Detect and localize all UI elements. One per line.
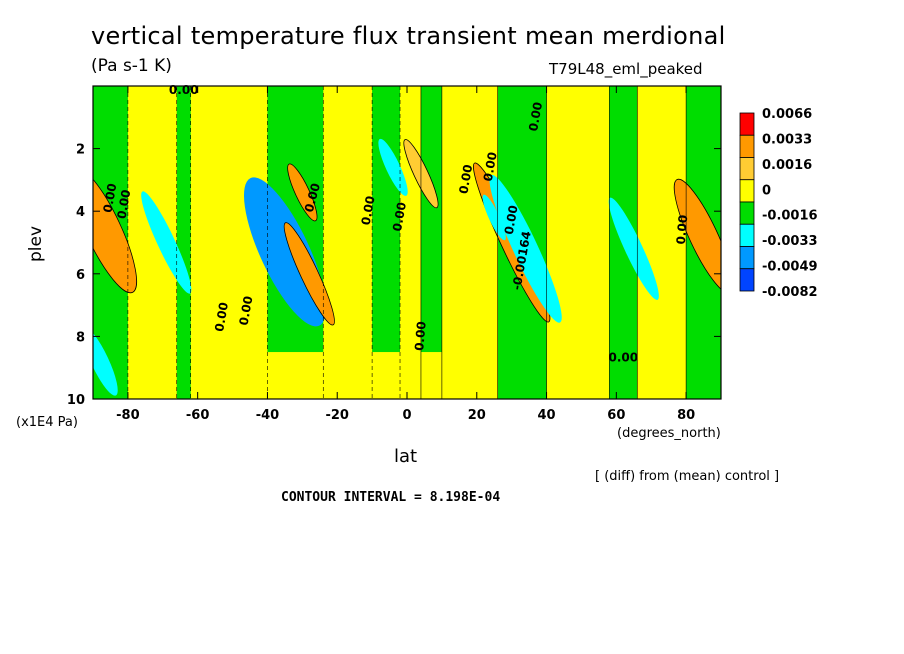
contour-label: 0.00 [169,83,199,97]
x-tick-label: 60 [607,408,625,423]
x-tick-label: -80 [116,408,140,423]
contour-feature [287,163,318,222]
positive-band [197,352,477,399]
y-tick-label: 8 [76,330,85,345]
x-tick-label: -60 [186,408,210,423]
x-tick-label: -20 [325,408,349,423]
colorbar-swatch [739,134,755,158]
contour-label: 0.00 [502,204,521,236]
contour-feature [283,222,335,326]
x-tick-label: 20 [468,408,486,423]
contour-feature [243,177,326,327]
contour-label: 0.00 [456,163,475,195]
colorbar-label: -0.0082 [762,285,818,300]
x-tick-label: -40 [256,408,280,423]
contour-label: 0.00 [412,321,429,352]
colorbar: 0.0066 0.0033 0.0016 0 -0.0016 -0.0033 -0.0049… [739,107,818,300]
y-axis-units: (x1E4 Pa) [16,415,78,430]
colorbar-swatch [739,246,755,270]
x-tick-label: 80 [677,408,695,423]
contour-feature [608,197,659,300]
contour-label: 0.00 [481,151,500,183]
x-tick-label: 40 [538,408,556,423]
contour-feature [482,194,506,241]
colorbar-swatch [739,179,755,203]
contour-label: 0.00 [212,301,231,333]
contour-feature [141,191,192,294]
colorbar-label: -0.0016 [762,209,818,224]
contour-interval: CONTOUR INTERVAL = 8.198E-04 [281,490,501,505]
colorbar-label: -0.0049 [762,260,818,275]
y-tick-label: 6 [76,268,85,283]
contour-labels: 0.000.000.000.00 0.000.00 0.00 0.000.000.00… [101,83,691,365]
positive-band [546,86,610,399]
colorbar-label: 0.0066 [762,107,812,122]
contour-label: 0.00 [674,214,691,245]
contour-label: 0.00 [390,201,409,233]
colorbar-swatch [739,157,755,181]
colorbar-label: 0.0033 [762,132,812,147]
x-tick-label: 0 [402,408,411,423]
positive-band [441,86,498,399]
colorbar-swatch [739,201,755,225]
y-tick-label: 2 [76,143,85,158]
run-name: T79L48_eml_peaked [549,60,703,78]
chart-title: vertical temperature flux transient mean… [91,22,726,50]
y-tick-label: 4 [76,205,85,220]
x-axis-units: (degrees_north) [617,426,721,441]
positive-band [323,86,373,399]
contour-feature [378,138,408,196]
diff-note: [ (diff) from (mean) control ] [595,469,780,484]
contour-feature [93,327,118,396]
colorbar-label: 0 [762,183,771,198]
contour-feature [673,178,721,294]
chart-units: (Pa s-1 K) [91,56,172,76]
x-axis-label: lat [394,446,418,467]
contour-label: 0.00 [237,295,256,327]
colorbar-swatch [739,112,755,136]
y-tick-label: 10 [67,393,85,408]
contour-label: 0.00 [609,350,639,364]
contour-feature [489,174,562,323]
colorbar-label: -0.0033 [762,234,818,249]
colorbar-label: 0.0016 [762,158,812,173]
contour-label: 0.00 [359,195,378,227]
contour-label: 0.00 [114,188,133,220]
contour-label: 0.00 [526,101,545,133]
colorbar-swatch [739,223,755,247]
contour-label: 0.00 [101,182,120,214]
colorbar-swatch [739,268,755,292]
contour-feature [93,166,137,294]
positive-band [637,86,687,399]
